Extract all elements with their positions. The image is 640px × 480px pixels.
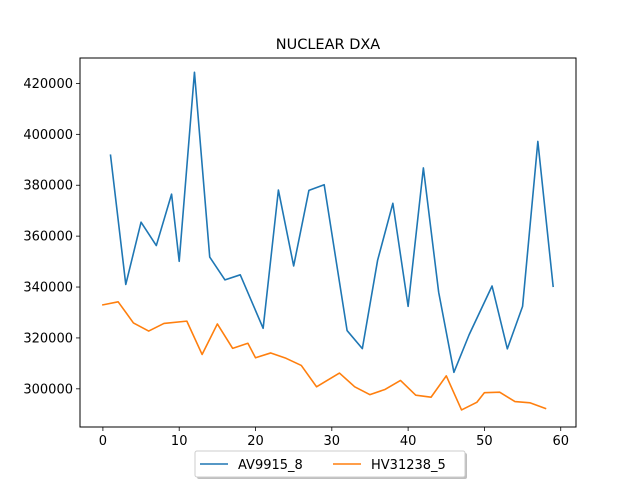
x-tick-label: 0 xyxy=(99,434,107,449)
plot-frame xyxy=(79,57,577,428)
chart-title: NUCLEAR DXA xyxy=(276,37,381,53)
x-tick-label: 10 xyxy=(171,434,188,449)
x-tick-label: 20 xyxy=(247,434,264,449)
series-line-hv31238-5 xyxy=(101,300,547,411)
y-axis: 300000 320000 340000 360000 380000 400000 4200… xyxy=(23,77,80,397)
legend-label: HV31238_5 xyxy=(371,458,446,473)
x-tick-label: 40 xyxy=(400,434,417,449)
legend-label: AV9915_8 xyxy=(238,458,303,473)
series-line-av9915-8 xyxy=(109,71,554,374)
y-tick-label: 400000 xyxy=(23,128,73,143)
x-tick-label: 30 xyxy=(324,434,341,449)
y-tick-label: 360000 xyxy=(23,230,73,245)
y-tick-label: 380000 xyxy=(23,179,73,194)
y-tick-label: 420000 xyxy=(23,77,73,92)
y-tick-label: 300000 xyxy=(23,382,73,397)
x-tick-label: 50 xyxy=(476,434,493,449)
legend-box xyxy=(194,450,466,478)
legend: AV9915_8 HV31238_5 xyxy=(194,450,467,479)
y-tick-label: 340000 xyxy=(23,281,73,296)
series-layer xyxy=(101,71,554,411)
y-tick-label: 320000 xyxy=(23,331,73,346)
x-tick-label: 60 xyxy=(552,434,569,449)
x-axis: 0 10 20 30 40 50 60 xyxy=(99,427,569,449)
